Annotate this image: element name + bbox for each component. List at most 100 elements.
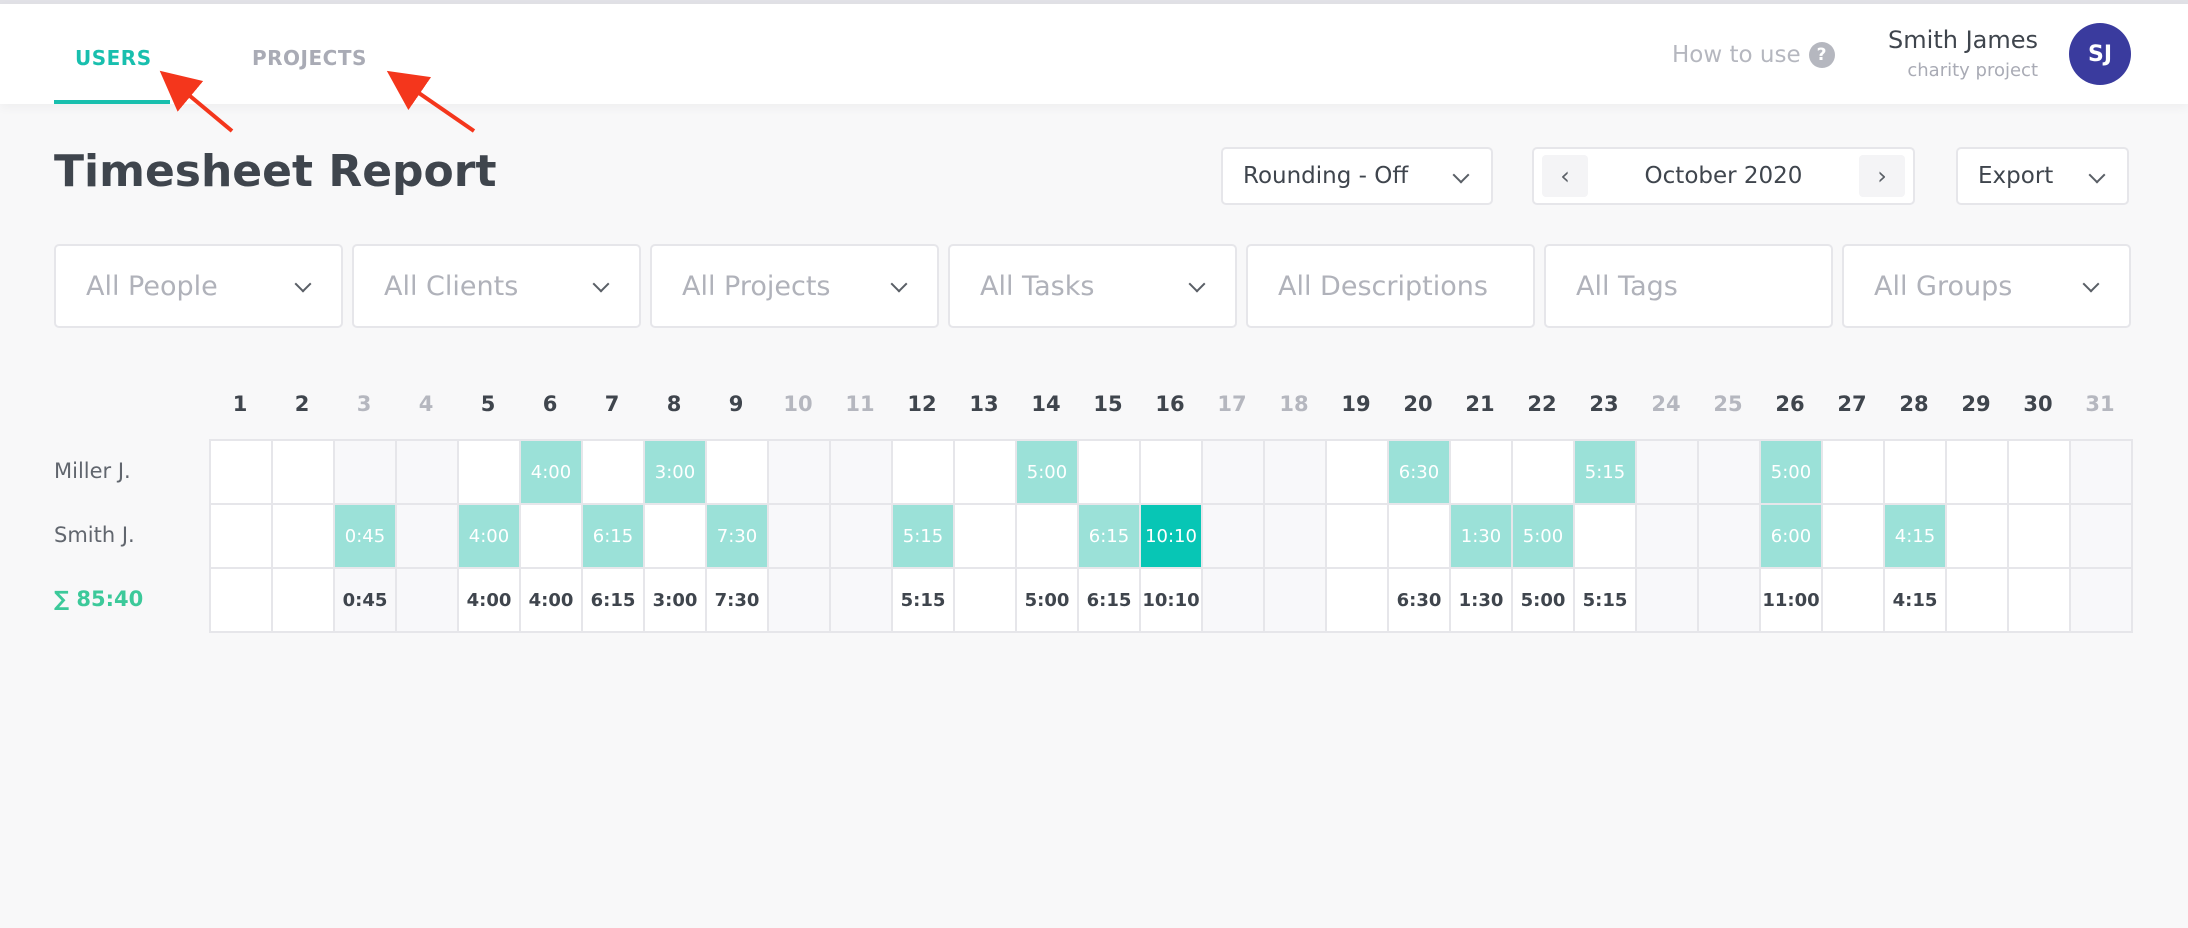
period-label: October 2020 xyxy=(1644,163,1803,189)
rounding-dropdown[interactable]: Rounding - Off xyxy=(1221,147,1493,205)
how-to-use-label: How to use xyxy=(1672,42,1801,68)
filter-all-clients[interactable]: All Clients xyxy=(352,244,641,328)
time-entry-cell[interactable]: 5:15 xyxy=(1575,441,1637,505)
time-entry-cell[interactable]: 6:00 xyxy=(1761,505,1823,569)
day-header: 30 xyxy=(2023,392,2053,416)
empty-cell[interactable] xyxy=(707,441,769,505)
empty-cell[interactable] xyxy=(1265,441,1327,505)
time-entry-cell[interactable]: 5:00 xyxy=(1761,441,1823,505)
empty-cell[interactable] xyxy=(521,505,583,569)
day-header: 5 xyxy=(480,392,496,416)
tab-projects[interactable]: PROJECTS xyxy=(252,46,367,70)
next-month-button[interactable]: › xyxy=(1859,155,1905,197)
empty-cell[interactable] xyxy=(1637,441,1699,505)
day-header: 17 xyxy=(1217,392,1247,416)
empty-cell[interactable] xyxy=(2009,505,2071,569)
empty-cell[interactable] xyxy=(1885,441,1947,505)
total-cell: 6:30 xyxy=(1389,569,1451,633)
empty-cell[interactable] xyxy=(397,505,459,569)
empty-cell[interactable] xyxy=(1327,441,1389,505)
day-header: 9 xyxy=(728,392,744,416)
empty-cell[interactable] xyxy=(955,505,1017,569)
empty-cell[interactable] xyxy=(1141,441,1203,505)
empty-cell[interactable] xyxy=(1017,505,1079,569)
empty-cell[interactable] xyxy=(1947,441,2009,505)
empty-cell[interactable] xyxy=(1823,505,1885,569)
empty-cell[interactable] xyxy=(1203,441,1265,505)
export-dropdown[interactable]: Export xyxy=(1956,147,2129,205)
filter-all-tasks[interactable]: All Tasks xyxy=(948,244,1237,328)
empty-cell[interactable] xyxy=(583,441,645,505)
empty-cell[interactable] xyxy=(459,441,521,505)
time-entry-cell[interactable]: 0:45 xyxy=(335,505,397,569)
time-entry-cell[interactable]: 6:15 xyxy=(1079,505,1141,569)
empty-cell[interactable] xyxy=(2071,441,2133,505)
total-cell: 1:30 xyxy=(1451,569,1513,633)
time-entry-cell[interactable]: 5:00 xyxy=(1017,441,1079,505)
empty-cell[interactable] xyxy=(1699,441,1761,505)
total-cell xyxy=(1823,569,1885,633)
time-entry-cell[interactable]: 5:00 xyxy=(1513,505,1575,569)
time-entry-cell[interactable]: 4:00 xyxy=(521,441,583,505)
empty-cell[interactable] xyxy=(1203,505,1265,569)
empty-cell[interactable] xyxy=(1823,441,1885,505)
time-entry-cell[interactable]: 1:30 xyxy=(1451,505,1513,569)
empty-cell[interactable] xyxy=(955,441,1017,505)
time-entry-cell[interactable]: 7:30 xyxy=(707,505,769,569)
empty-cell[interactable] xyxy=(335,441,397,505)
total-cell: 5:15 xyxy=(1575,569,1637,633)
chevron-down-icon xyxy=(294,275,312,293)
avatar[interactable]: SJ xyxy=(2069,23,2131,85)
empty-cell[interactable] xyxy=(273,505,335,569)
filter-all-groups[interactable]: All Groups xyxy=(1842,244,2131,328)
empty-cell[interactable] xyxy=(893,441,955,505)
empty-cell[interactable] xyxy=(2071,505,2133,569)
time-entry-cell[interactable]: 4:15 xyxy=(1885,505,1947,569)
total-cell xyxy=(1699,569,1761,633)
empty-cell[interactable] xyxy=(1451,441,1513,505)
empty-cell[interactable] xyxy=(1265,505,1327,569)
user-project: charity project xyxy=(1907,60,2038,81)
day-header: 8 xyxy=(666,392,682,416)
time-entry-cell[interactable]: 5:15 xyxy=(893,505,955,569)
empty-cell[interactable] xyxy=(1079,441,1141,505)
how-to-use-link[interactable]: How to use ? xyxy=(1672,42,1835,68)
empty-cell[interactable] xyxy=(2009,441,2071,505)
day-header: 13 xyxy=(969,392,999,416)
row-label: Miller J. xyxy=(54,459,131,483)
filter-all-people[interactable]: All People xyxy=(54,244,343,328)
filter-label: All People xyxy=(86,270,218,302)
empty-cell[interactable] xyxy=(1637,505,1699,569)
active-tab-indicator xyxy=(54,100,170,104)
empty-cell[interactable] xyxy=(211,441,273,505)
day-header: 19 xyxy=(1341,392,1371,416)
day-header: 4 xyxy=(418,392,434,416)
empty-cell[interactable] xyxy=(1575,505,1637,569)
empty-cell[interactable] xyxy=(769,441,831,505)
empty-cell[interactable] xyxy=(211,505,273,569)
filter-all-descriptions[interactable]: All Descriptions xyxy=(1246,244,1535,328)
filter-all-tags[interactable]: All Tags xyxy=(1544,244,1833,328)
empty-cell[interactable] xyxy=(1699,505,1761,569)
empty-cell[interactable] xyxy=(831,441,893,505)
empty-cell[interactable] xyxy=(645,505,707,569)
empty-cell[interactable] xyxy=(397,441,459,505)
time-entry-cell[interactable]: 10:10 xyxy=(1141,505,1203,569)
empty-cell[interactable] xyxy=(831,505,893,569)
time-entry-cell[interactable]: 6:15 xyxy=(583,505,645,569)
empty-cell[interactable] xyxy=(1947,505,2009,569)
tab-users[interactable]: USERS xyxy=(75,46,152,70)
time-entry-cell[interactable]: 4:00 xyxy=(459,505,521,569)
empty-cell[interactable] xyxy=(273,441,335,505)
empty-cell[interactable] xyxy=(1513,441,1575,505)
time-entry-cell[interactable]: 3:00 xyxy=(645,441,707,505)
time-entry-cell[interactable]: 6:30 xyxy=(1389,441,1451,505)
total-cell: 4:00 xyxy=(521,569,583,633)
filter-label: All Tasks xyxy=(980,270,1095,302)
day-header: 29 xyxy=(1961,392,1991,416)
empty-cell[interactable] xyxy=(1327,505,1389,569)
filter-all-projects[interactable]: All Projects xyxy=(650,244,939,328)
prev-month-button[interactable]: ‹ xyxy=(1542,155,1588,197)
empty-cell[interactable] xyxy=(769,505,831,569)
empty-cell[interactable] xyxy=(1389,505,1451,569)
